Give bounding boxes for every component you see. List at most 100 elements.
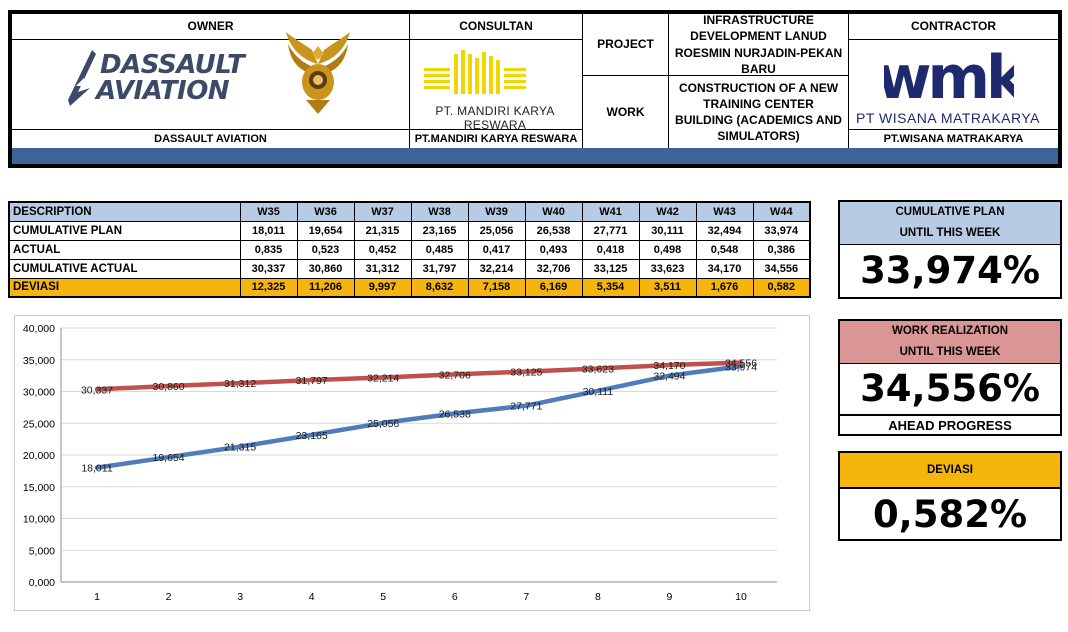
series-point (309, 432, 314, 437)
y-tick-label: 40,000 (23, 323, 55, 335)
deviasi-value: 0,582% (840, 488, 1060, 541)
data-label: 18,011 (81, 463, 112, 475)
table-cell: 30,111 (638, 220, 697, 241)
dassault-arrow-icon (68, 50, 96, 106)
data-label: 30,337 (81, 384, 113, 396)
table-cell: 0,417 (467, 239, 526, 260)
row-label: ACTUAL (8, 239, 241, 260)
table-cell: 33,623 (638, 258, 697, 279)
x-tick-label: 8 (595, 591, 601, 603)
data-label: 33,125 (510, 367, 542, 379)
y-tick-label: 10,000 (23, 514, 55, 526)
data-label: 19,654 (152, 452, 184, 464)
header-blue-strip (12, 148, 1058, 164)
row-label: CUMULATIVE PLAN (8, 220, 241, 241)
column-header-week: W35 (239, 201, 298, 222)
data-label: 32,214 (367, 372, 399, 384)
cumulative-plan-panel: CUMULATIVE PLAN UNTIL THIS WEEK 33,974% (838, 200, 1062, 299)
table-cell: 21,315 (353, 220, 412, 241)
progress-chart: 0,000 5,000 10,000 15,000 20,000 25,000 30,000… (14, 315, 810, 611)
dassault-logo-line1: DASSAULT (100, 50, 245, 80)
dassault-logo: DASSAULT AVIATION (64, 44, 264, 110)
y-tick-label: 30,000 (23, 387, 55, 399)
deviasi-panel: DEVIASI 0,582% (838, 451, 1062, 541)
series-point (524, 369, 529, 374)
progress-table: DESCRIPTION W35 W36 W37 W38 W39 W40 W41 W42 W43 W4… (8, 201, 811, 298)
y-tick-label: 5,000 (29, 545, 55, 557)
y-tick-label: 35,000 (23, 355, 55, 367)
table-cell: 0,386 (752, 239, 811, 260)
series-point (739, 364, 743, 369)
series-point (309, 378, 314, 383)
table-cell: 32,494 (695, 220, 754, 241)
series-point (595, 366, 600, 371)
report-header: OWNER CONSULTAN PROJECT INFRASTRUCTURE D… (8, 10, 1062, 168)
table-cell: 0,485 (410, 239, 469, 260)
cumulative-plan-value: 33,974% (860, 249, 1040, 292)
table-cell: 19,654 (296, 220, 355, 241)
table-cell: 27,771 (581, 220, 640, 241)
data-label: 21,315 (224, 442, 256, 454)
table-cell: 0,548 (695, 239, 754, 260)
row-label: DEVIASI (8, 277, 241, 298)
table-cell: 3,511 (638, 277, 697, 298)
consultant-logo-area (410, 40, 583, 130)
table-cell: 33,974 (752, 220, 811, 241)
contractor-label: CONTRACTOR (849, 14, 1058, 40)
x-tick-label: 6 (452, 591, 458, 603)
data-label: 32,706 (439, 369, 471, 381)
owner-name: DASSAULT AVIATION (12, 130, 410, 149)
table-cell: 25,056 (467, 220, 526, 241)
table-cell: 7,158 (467, 277, 526, 298)
table-cell: 31,797 (410, 258, 469, 279)
table-cell: 9,997 (353, 277, 412, 298)
table-cell: 0,418 (581, 239, 640, 260)
column-header-week: W44 (752, 201, 811, 222)
air-force-emblem-icon (286, 32, 350, 114)
column-header-description: DESCRIPTION (8, 201, 241, 222)
owner-logo-area (12, 40, 410, 130)
data-label: 27,771 (510, 401, 542, 413)
table-cell: 0,835 (239, 239, 298, 260)
table-cell: 34,556 (752, 258, 811, 279)
dassault-logo-line2: AVIATION (96, 76, 230, 106)
x-tick-label: 1 (94, 591, 100, 603)
series-point (381, 375, 386, 380)
column-header-week: W42 (638, 201, 697, 222)
x-tick-label: 5 (380, 591, 386, 603)
table-cell: 0,498 (638, 239, 697, 260)
data-label: 30,111 (583, 386, 614, 398)
table-cell: 32,706 (524, 258, 583, 279)
consultant-name: PT.MANDIRI KARYA RESWARA (410, 130, 583, 149)
y-tick-label: 15,000 (23, 482, 55, 494)
column-header-week: W37 (353, 201, 412, 222)
cumulative-plan-subtitle: UNTIL THIS WEEK (840, 223, 1060, 245)
table-row: CUMULATIVE PLAN 18,011 19,654 21,315 23,165 2… (8, 220, 811, 241)
table-cell: 8,632 (410, 277, 469, 298)
ahead-progress-note: AHEAD PROGRESS (840, 414, 1060, 436)
project-label: PROJECT (583, 14, 669, 76)
consultant-label: CONSULTAN (410, 14, 583, 40)
series-line-2 (94, 360, 744, 392)
wmk-logo-text: PT WISANA MATRAKARYA (855, 110, 1040, 126)
x-tick-label: 4 (309, 591, 315, 603)
table-cell: 18,011 (239, 220, 298, 241)
mkr-logo-text: PT. MANDIRI KARYA RESWARA (435, 104, 555, 132)
row-label: CUMULATIVE ACTUAL (8, 258, 241, 279)
data-label: 31,797 (296, 375, 328, 387)
y-tick-label: 25,000 (23, 418, 55, 430)
data-label: 30,860 (152, 381, 184, 393)
series-point (667, 363, 672, 368)
x-tick-label: 10 (735, 591, 747, 603)
table-cell: 33,125 (581, 258, 640, 279)
data-label: 23,165 (296, 430, 328, 442)
series-point (739, 360, 743, 365)
series-point (452, 372, 457, 377)
column-header-week: W43 (695, 201, 754, 222)
x-tick-label: 7 (523, 591, 529, 603)
series-line-1 (94, 364, 744, 470)
deviasi-title: DEVIASI (840, 453, 1060, 488)
contractor-logo-area (849, 40, 1058, 130)
series-point (524, 403, 529, 408)
table-cell: 26,538 (524, 220, 583, 241)
